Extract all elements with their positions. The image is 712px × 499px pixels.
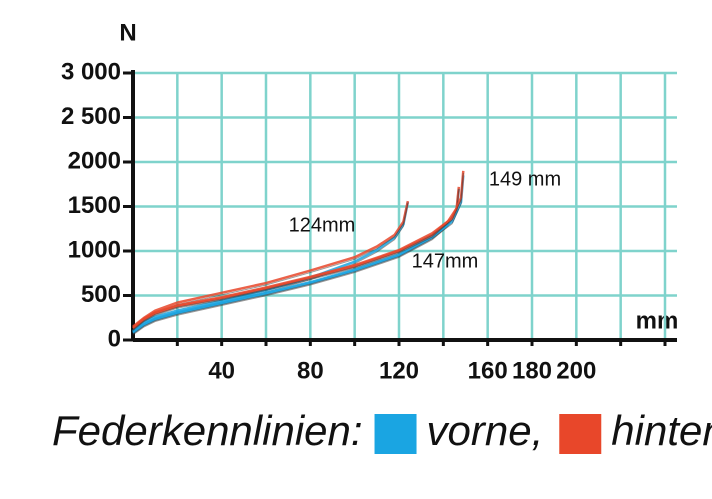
annotation: 149 mm xyxy=(489,168,561,190)
y-tick-label: 2 500 xyxy=(61,103,121,130)
y-tick-label: 1500 xyxy=(68,192,121,219)
legend-label: vorne, xyxy=(427,407,544,454)
x-tick-label: 200 xyxy=(556,357,596,384)
x-tick-label: 80 xyxy=(297,357,324,384)
spring-curve xyxy=(132,200,410,328)
spring-curve-shade xyxy=(132,177,464,335)
x-tick-label: 120 xyxy=(379,357,419,384)
legend-swatch xyxy=(374,414,417,454)
x-tick-label: 40 xyxy=(208,357,235,384)
y-tick-label: 0 xyxy=(108,325,121,352)
annotation: 124mm xyxy=(289,214,356,236)
x-axis-label: mm xyxy=(636,307,679,334)
y-tick-label: 3 000 xyxy=(61,58,121,85)
legend-swatch xyxy=(559,414,602,454)
spring-curve-shade xyxy=(132,172,464,330)
x-tick-label: 180 xyxy=(512,357,552,384)
y-tick-label: 2000 xyxy=(68,147,121,174)
y-tick-label: 500 xyxy=(81,281,121,308)
legend-label: hinten. xyxy=(611,407,712,454)
annotation: 147mm xyxy=(412,250,479,272)
legend-title: Federkennlinien: xyxy=(52,407,363,454)
y-axis-label: N xyxy=(119,19,136,46)
spring-curve xyxy=(132,175,465,334)
y-tick-label: 1000 xyxy=(68,236,121,263)
spring-curve xyxy=(132,170,465,329)
x-tick-label: 160 xyxy=(468,357,508,384)
